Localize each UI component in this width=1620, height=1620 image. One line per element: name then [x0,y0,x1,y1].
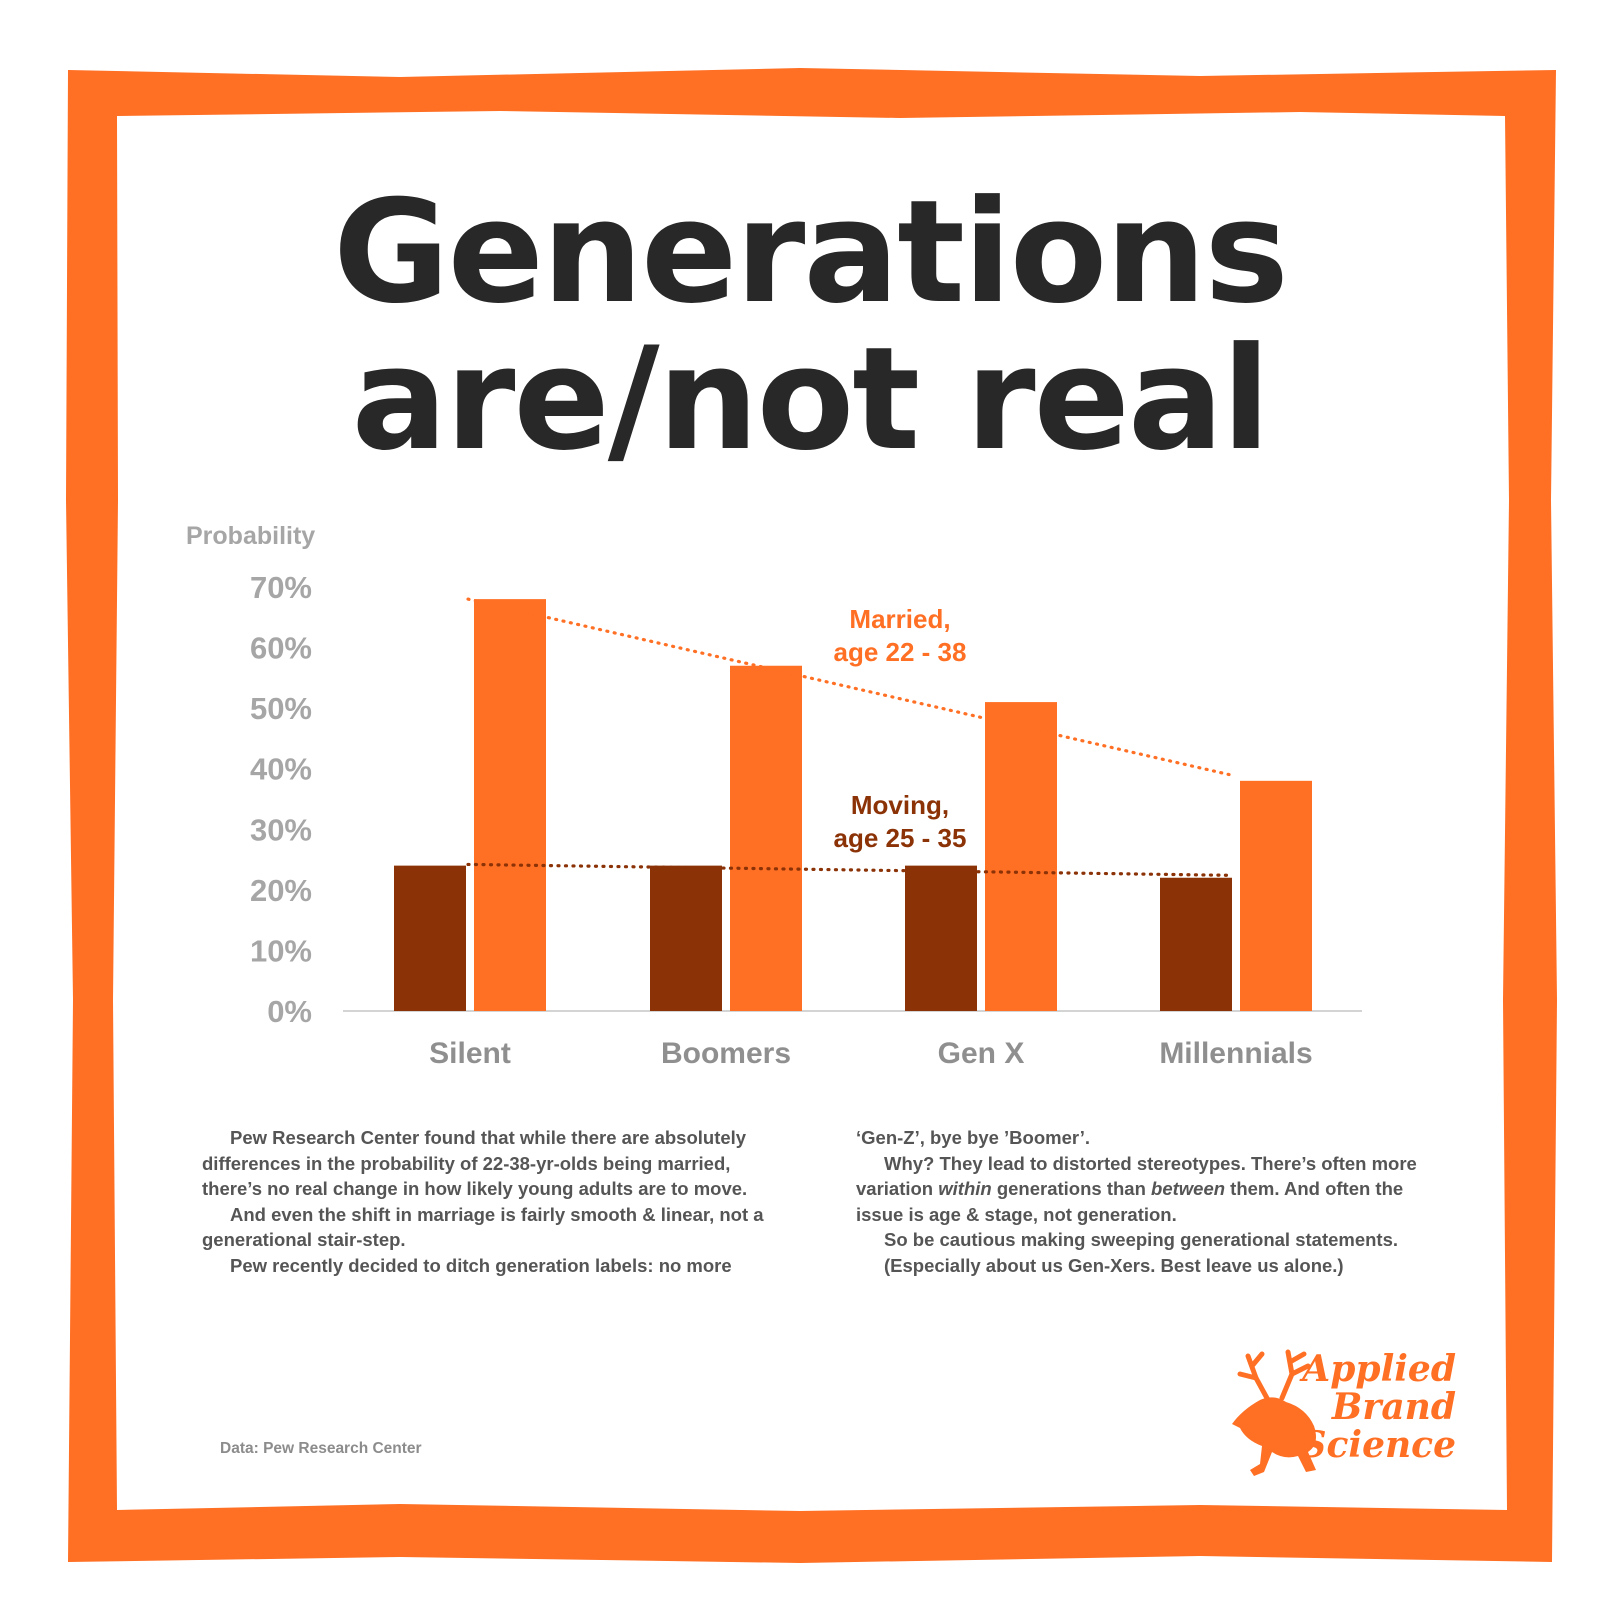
body-paragraph: Pew recently decided to ditch generation… [230,1254,732,1276]
x-category-label: Silent [429,1037,511,1070]
y-tick-label: 0% [267,994,312,1029]
moving-series-label-line-2: age 25 - 35 [834,823,967,853]
y-tick-label: 40% [250,752,312,787]
deer-frog-icon [1232,1349,1316,1476]
body-text-right: ‘Gen-Z’, bye bye ’Boomer’. Why? They lea… [856,1125,1426,1278]
body-paragraph: So be cautious making sweeping generatio… [884,1229,1399,1250]
body-text-span: them. And often the issue is age & stage… [856,1178,1404,1225]
married-bar-3 [985,702,1057,1011]
body-paragraph: (Especially about us Gen-Xers. Best leav… [884,1254,1344,1276]
body-paragraph: And even the shift in marriage is fairly… [202,1203,764,1251]
logo-text-line-3: Science [1300,1424,1457,1466]
y-tick-label: 70% [250,570,312,605]
body-paragraph: Why? They lead to distorted stereotypes.… [856,1151,1426,1228]
moving-trendline [466,862,1232,877]
x-category-label: Millennials [1159,1037,1312,1070]
bar-chart: Probability 0% 10% 20% 30% 40% 50% 60% 70% Sile… [186,522,1362,1070]
body-emphasis-within: within [938,1178,992,1199]
moving-bar-3 [905,865,977,1011]
married-bar-2 [730,665,802,1011]
page-title-line-2: are/not real [351,317,1271,482]
body-text-span: Why? They lead to distorted stereotypes.… [856,1152,1417,1200]
y-tick-label: 20% [250,873,312,908]
x-category-label: Boomers [661,1037,791,1070]
body-text-span: generations than [991,1178,1152,1199]
body-paragraph: Pew Research Center found that while the… [202,1127,748,1199]
y-tick-label: 10% [250,933,312,968]
y-tick-label: 30% [250,812,312,847]
moving-series-label-line-1: Moving, [851,790,949,820]
page-title-line-1: Generations [333,170,1289,335]
married-series-label-line-2: age 22 - 38 [834,637,967,667]
moving-bar-4 [1160,877,1232,1011]
body-paragraph: ‘Gen-Z’, bye bye ’Boomer’. [856,1127,1091,1148]
moving-bar-2 [650,865,722,1011]
moving-bar-1 [394,865,466,1011]
body-text-left: Pew Research Center found that while the… [202,1125,772,1278]
logo-text-line-1: Applied [1302,1348,1456,1390]
brand-logo: Applied Brand Science [1228,1348,1468,1488]
logo-text-line-2: Brand [1331,1386,1456,1428]
married-trendline [466,597,1232,777]
married-series-label-line-1: Married, [849,604,950,634]
body-emphasis-between: between [1151,1178,1226,1199]
y-tick-label: 50% [250,691,312,726]
y-tick-label: 60% [250,631,312,666]
y-axis-label: Probability [186,522,315,550]
married-bar-1 [474,599,546,1011]
x-category-label: Gen X [938,1037,1025,1070]
married-bar-4 [1240,780,1312,1011]
data-source-note: Data: Pew Research Center [220,1440,422,1457]
